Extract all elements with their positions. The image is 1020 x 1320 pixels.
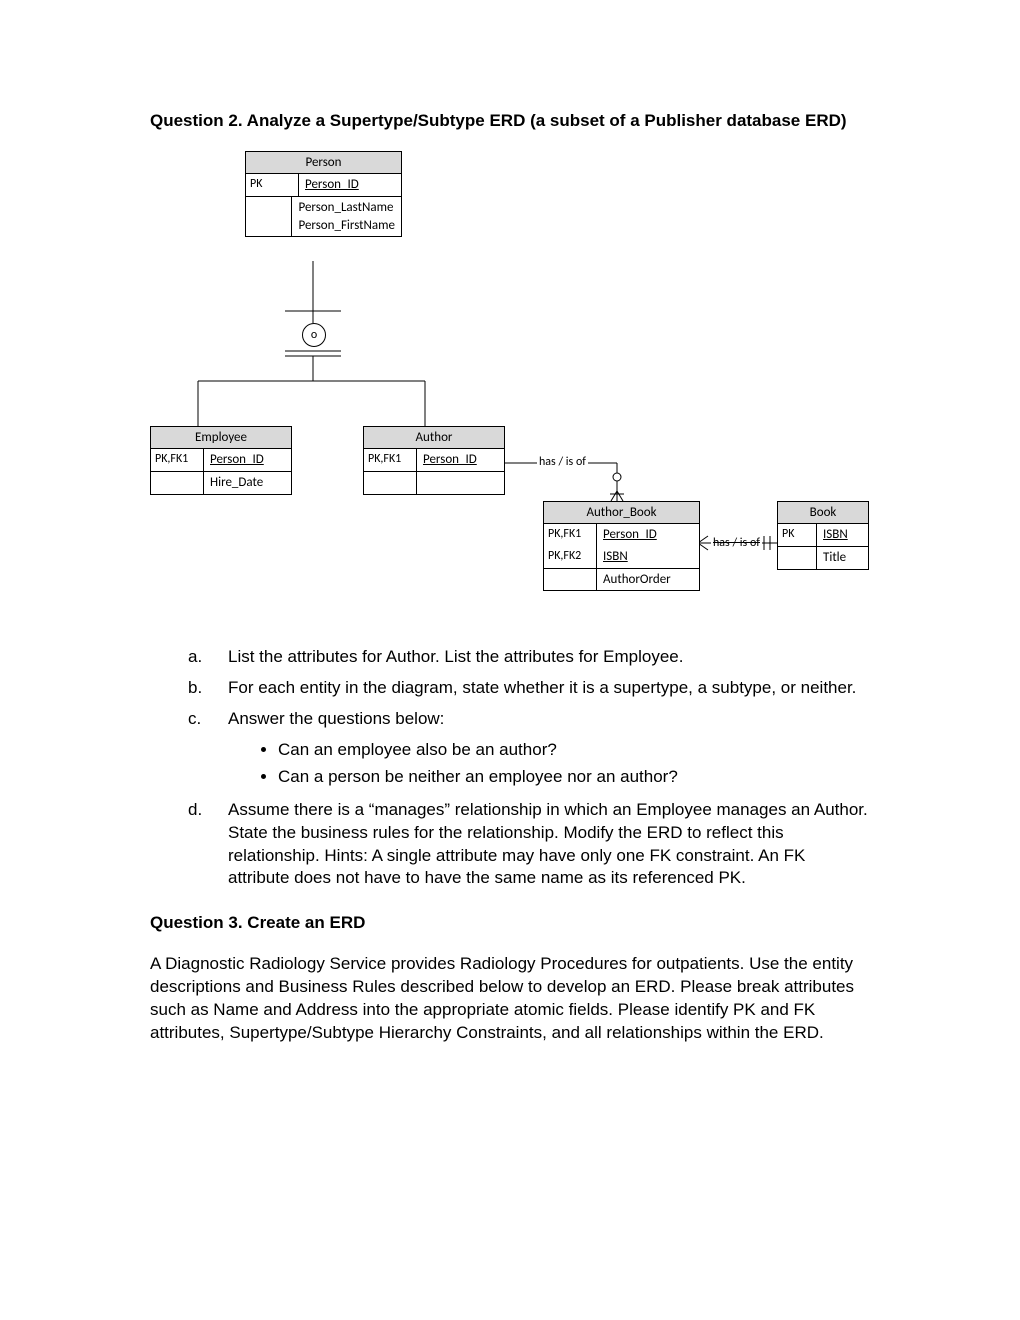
authorbook-pk1-attr: Person_ID <box>597 524 699 546</box>
entity-author: Author PK,FK1 Person_ID <box>363 426 505 495</box>
employee-blank-key <box>151 472 204 494</box>
rel-author-authorbook: has / is of <box>537 454 588 470</box>
entity-employee: Employee PK,FK1 Person_ID Hire_Date <box>150 426 292 495</box>
question2-title: Question 2. Analyze a Supertype/Subtype … <box>150 110 870 133</box>
page: Question 2. Analyze a Supertype/Subtype … <box>0 0 1020 1137</box>
disjoint-indicator: o <box>302 323 326 347</box>
item-c-bullet2: Can a person be neither an employee nor … <box>278 766 870 789</box>
item-c-label: c. <box>188 708 228 731</box>
item-c-bullet1: Can an employee also be an author? <box>278 739 870 762</box>
question2-items: a. List the attributes for Author. List … <box>150 646 870 890</box>
item-b-text: For each entity in the diagram, state wh… <box>228 677 870 700</box>
entity-person-title: Person <box>246 152 401 175</box>
book-blank-key <box>778 547 817 569</box>
person-attrs: Person_LastName Person_FirstName <box>292 197 401 236</box>
question3-title: Question 3. Create an ERD <box>150 912 870 935</box>
person-attr2: Person_FirstName <box>298 217 395 235</box>
question3-body: A Diagnostic Radiology Service provides … <box>150 953 870 1045</box>
person-blank-key <box>246 197 292 236</box>
item-a: a. List the attributes for Author. List … <box>188 646 870 669</box>
item-d-text: Assume there is a “manages” relationship… <box>228 799 870 891</box>
entity-book: Book PK ISBN Title <box>777 501 869 570</box>
employee-attr1: Hire_Date <box>204 472 291 494</box>
person-attr1: Person_LastName <box>298 199 395 217</box>
item-a-label: a. <box>188 646 228 669</box>
entity-book-title: Book <box>778 502 868 525</box>
employee-pk-label: PK,FK1 <box>151 449 204 471</box>
person-pk-label: PK <box>246 174 299 196</box>
author-blank-key <box>364 472 417 494</box>
item-b-label: b. <box>188 677 228 700</box>
author-pk-attr: Person_ID <box>417 449 504 471</box>
entity-employee-title: Employee <box>151 427 291 450</box>
book-pk-attr: ISBN <box>817 524 868 546</box>
entity-author-title: Author <box>364 427 504 450</box>
entity-author-book-title: Author_Book <box>544 502 699 525</box>
rel-authorbook-book: has / is of <box>711 535 762 551</box>
item-d-label: d. <box>188 799 228 891</box>
authorbook-pk2-label: PK,FK2 <box>544 546 597 568</box>
authorbook-pk1-label: PK,FK1 <box>544 524 597 546</box>
erd-diagram: Person PK Person_ID Person_LastName Pers… <box>150 151 870 616</box>
book-pk-label: PK <box>778 524 817 546</box>
authorbook-blank-key <box>544 569 597 591</box>
entity-author-book: Author_Book PK,FK1 Person_ID PK,FK2 ISBN… <box>543 501 700 591</box>
item-b: b. For each entity in the diagram, state… <box>188 677 870 700</box>
item-c-text: Answer the questions below: <box>228 708 870 731</box>
entity-person: Person PK Person_ID Person_LastName Pers… <box>245 151 402 237</box>
employee-pk-attr: Person_ID <box>204 449 291 471</box>
item-c: c. Answer the questions below: <box>188 708 870 731</box>
item-d: d. Assume there is a “manages” relations… <box>188 799 870 891</box>
authorbook-pk2-attr: ISBN <box>597 546 699 568</box>
authorbook-attr1: AuthorOrder <box>597 569 699 591</box>
person-pk-attr: Person_ID <box>299 174 401 196</box>
item-c-bullets: Can an employee also be an author? Can a… <box>188 739 870 789</box>
author-blank-attr <box>417 472 504 494</box>
item-a-text: List the attributes for Author. List the… <box>228 646 870 669</box>
book-attr1: Title <box>817 547 868 569</box>
author-pk-label: PK,FK1 <box>364 449 417 471</box>
